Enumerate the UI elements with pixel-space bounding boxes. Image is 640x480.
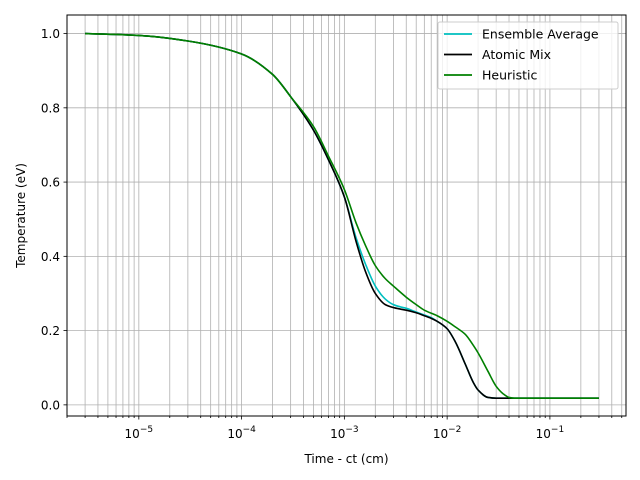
- x-tick-label-exponent: −1: [551, 425, 564, 435]
- y-tick-label: 0.4: [41, 250, 60, 264]
- y-tick-label: 0.2: [41, 324, 60, 338]
- x-tick-label-exponent: −5: [140, 425, 153, 435]
- x-tick-label-base: 10: [330, 427, 345, 441]
- x-tick-label: 10−5: [125, 425, 154, 441]
- y-axis-title: Temperature (eV): [14, 163, 28, 269]
- x-tick-label: 10−2: [433, 425, 462, 441]
- y-tick-label: 0.8: [41, 101, 60, 115]
- x-tick-label: 10−1: [536, 425, 565, 441]
- legend-box: [437, 21, 619, 90]
- y-tick-label: 0.0: [41, 398, 60, 412]
- y-tick-label: 0.6: [41, 176, 60, 190]
- x-tick-label-base: 10: [536, 427, 551, 441]
- axis-ticks: 10−5 10−4 10−3 10−2 10−10.00.20.40.60.81.0: [41, 27, 623, 441]
- x-axis-title: Time - ct (cm): [303, 452, 388, 466]
- legend: Ensemble Average Atomic Mix Heuristic: [437, 21, 619, 90]
- plot-frame: [66, 14, 627, 417]
- legend-label-ensemble-average: Ensemble Average: [482, 27, 599, 42]
- x-tick-label: 10−3: [330, 425, 359, 441]
- x-tick-label-base: 10: [125, 427, 140, 441]
- x-tick-label-exponent: −3: [345, 425, 358, 435]
- legend-label-heuristic: Heuristic: [482, 68, 538, 83]
- x-tick-label-base: 10: [433, 427, 448, 441]
- y-tick-label: 1.0: [41, 27, 60, 41]
- series-line-heuristic: [85, 32, 599, 399]
- x-tick-label-exponent: −2: [448, 425, 461, 435]
- series-lines: [85, 32, 599, 399]
- x-tick-label-base: 10: [227, 427, 242, 441]
- x-tick-label: 10−4: [227, 425, 256, 441]
- grid-lines: [66, 15, 626, 416]
- legend-label-atomic-mix: Atomic Mix: [482, 47, 551, 62]
- x-tick-label-exponent: −4: [243, 425, 257, 435]
